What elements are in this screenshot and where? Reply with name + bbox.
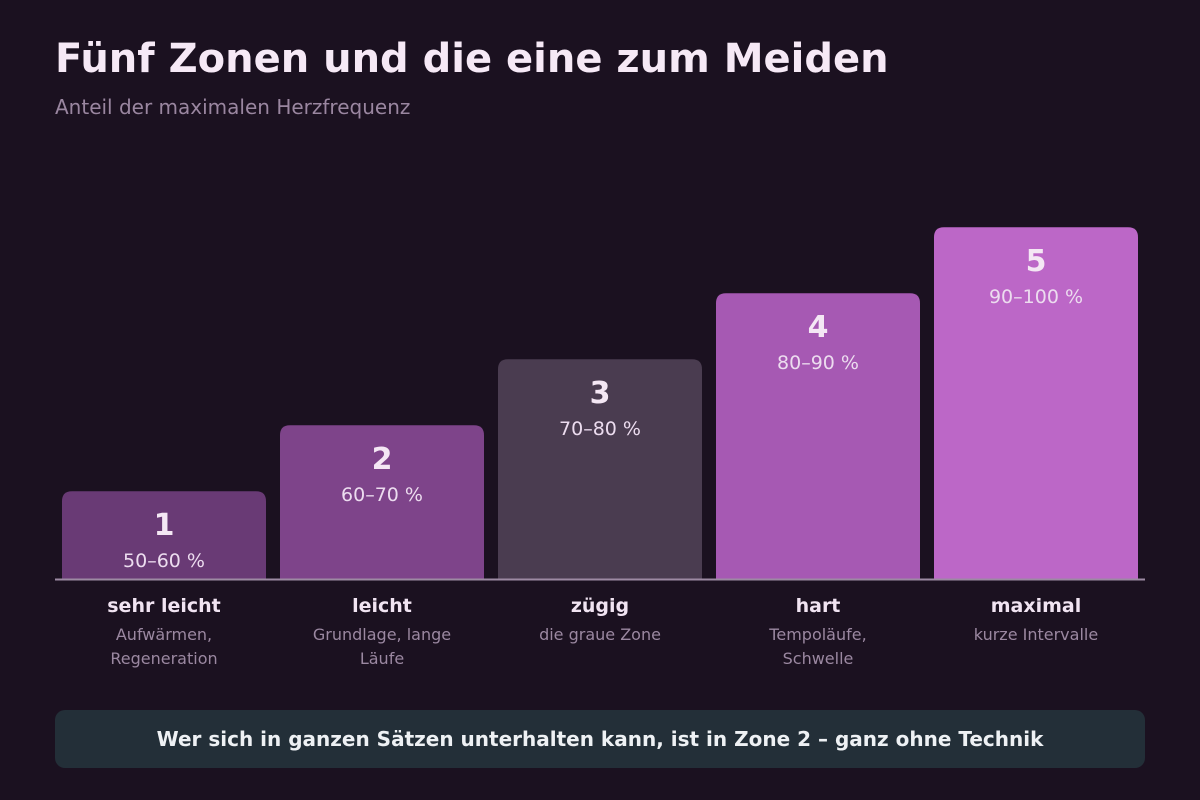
zone-range-label: 80–90 % <box>777 352 859 374</box>
zone-number-label: 1 <box>154 508 175 543</box>
zone-description-label: kurze Intervalle <box>974 625 1098 644</box>
zone-description-label: Aufwärmen, Regeneration <box>110 625 217 668</box>
zone-name-label: sehr leicht <box>107 595 221 617</box>
chart-title: Fünf Zonen und die eine zum Meiden <box>55 36 889 82</box>
bar-zone-3 <box>498 359 702 579</box>
zone-name-label: hart <box>796 595 841 617</box>
zone-range-label: 60–70 % <box>341 484 423 506</box>
zone-name-label: zügig <box>571 595 629 617</box>
zone-name-label: leicht <box>352 595 412 617</box>
zone-number-label: 5 <box>1026 244 1047 279</box>
bar-zone-2 <box>280 425 484 579</box>
zone-number-label: 4 <box>808 310 829 345</box>
zone-description-label: Grundlage, lange Läufe <box>313 625 451 668</box>
bar-zone-1 <box>62 491 266 579</box>
zone-range-label: 70–80 % <box>559 418 641 440</box>
footer-note-text: Wer sich in ganzen Sätzen unterhalten ka… <box>156 727 1044 751</box>
zone-description-label: Tempoläufe, Schwelle <box>768 625 866 668</box>
zone-description-label: die graue Zone <box>539 625 661 644</box>
zone-number-label: 3 <box>590 376 611 411</box>
zone-range-label: 90–100 % <box>989 286 1083 308</box>
chart-subtitle: Anteil der maximalen Herzfrequenz <box>55 95 411 119</box>
footer-note: Wer sich in ganzen Sätzen unterhalten ka… <box>55 710 1145 768</box>
zone-range-label: 50–60 % <box>123 550 205 572</box>
zone-name-label: maximal <box>991 595 1082 617</box>
bar-zone-5 <box>934 227 1138 579</box>
zone-number-label: 2 <box>372 442 393 477</box>
bar-zone-4 <box>716 293 920 579</box>
